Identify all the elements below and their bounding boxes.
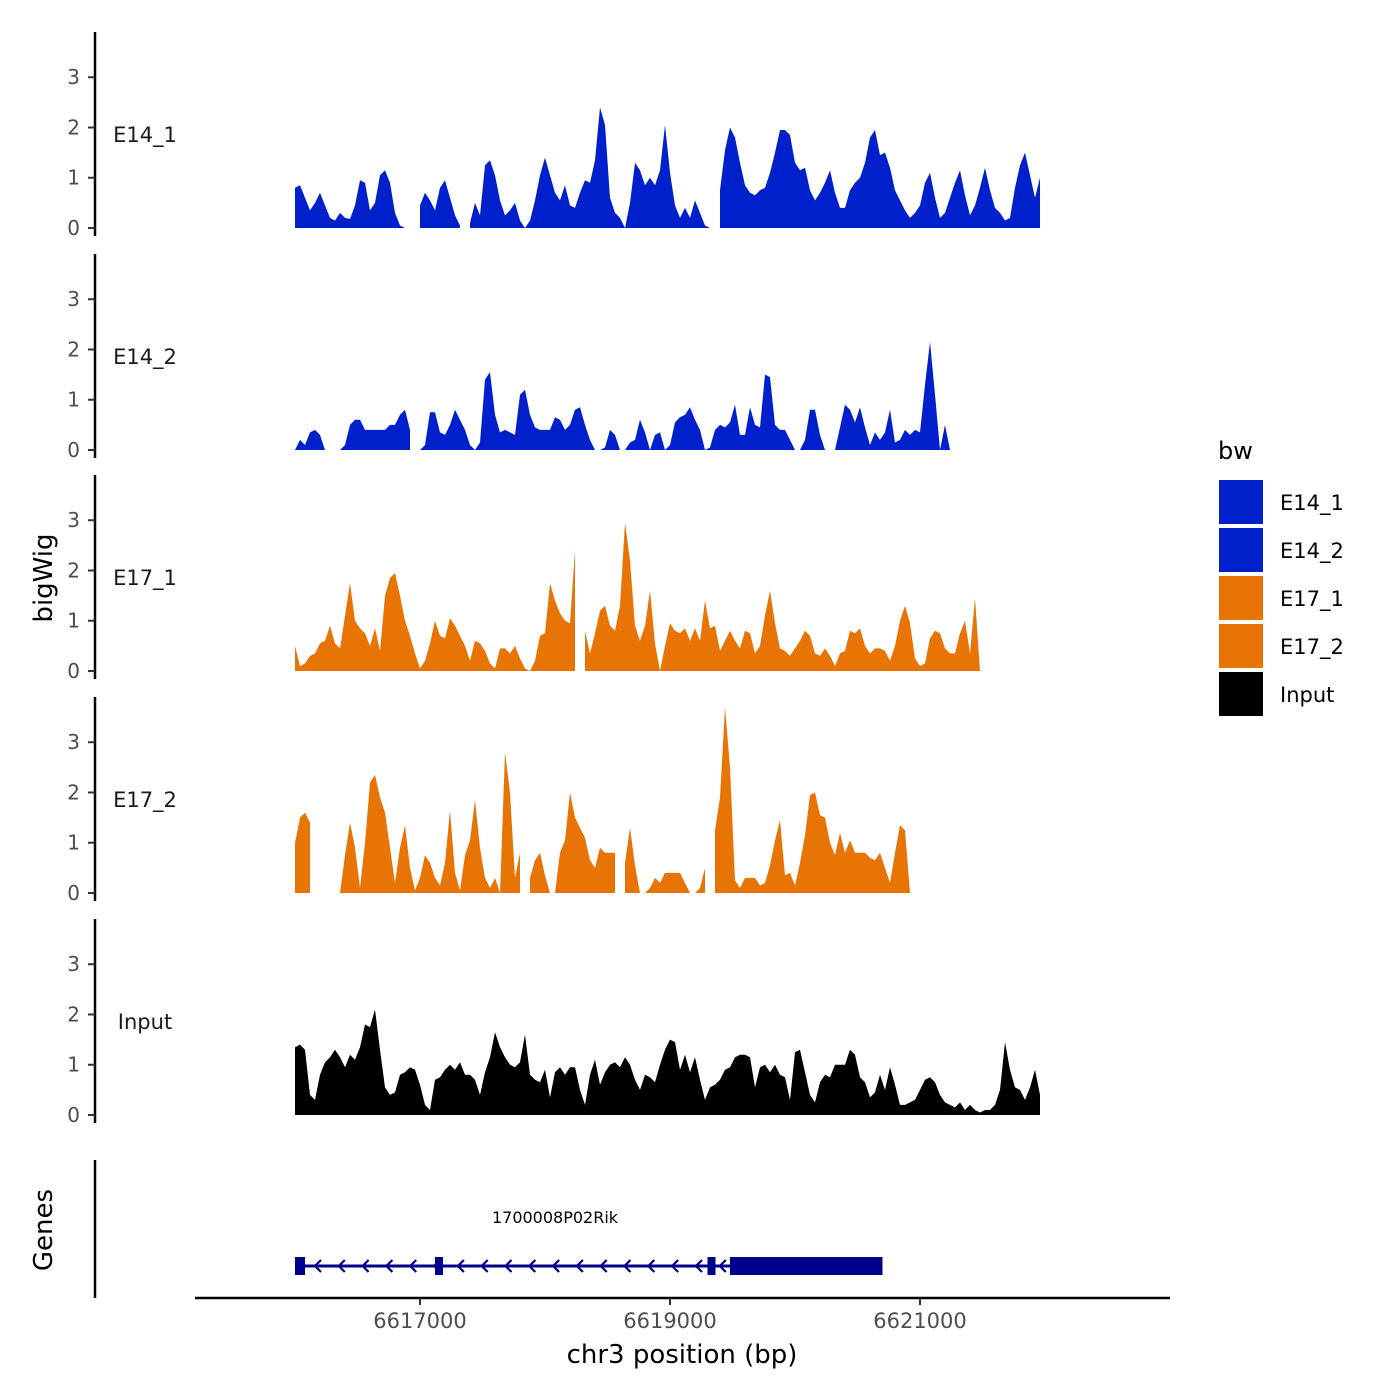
strand-arrow bbox=[646, 1259, 656, 1273]
track-label: E14_1 bbox=[113, 123, 177, 148]
track-label: E17_2 bbox=[113, 788, 177, 813]
y-tick-label: 2 bbox=[67, 780, 80, 804]
track-label: Input bbox=[118, 1010, 172, 1034]
y-tick-label: 1 bbox=[67, 388, 80, 412]
y-tick-label: 0 bbox=[67, 438, 80, 462]
gene-name-label: 1700008P02Rik bbox=[492, 1208, 619, 1227]
signal-area bbox=[295, 550, 575, 671]
y-tick-label: 0 bbox=[67, 881, 80, 905]
signal-area bbox=[470, 107, 710, 228]
legend-swatch bbox=[1219, 480, 1263, 524]
legend-label: E17_1 bbox=[1280, 587, 1344, 612]
strand-arrow bbox=[361, 1259, 370, 1273]
y-tick-label: 3 bbox=[67, 508, 80, 532]
y-tick-label: 0 bbox=[67, 216, 80, 240]
x-tick-label: 6621000 bbox=[873, 1309, 967, 1333]
y-tick-label: 0 bbox=[67, 1103, 80, 1127]
legend-swatch bbox=[1219, 624, 1263, 668]
signal-area bbox=[295, 170, 410, 228]
x-axis-title: chr3 position (bp) bbox=[567, 1340, 798, 1370]
gene-exon bbox=[295, 1257, 305, 1275]
legend-label: E17_2 bbox=[1280, 635, 1344, 660]
signal-area bbox=[715, 707, 1040, 893]
legend-label: Input bbox=[1280, 683, 1334, 707]
strand-arrow bbox=[456, 1259, 465, 1273]
y-tick-label: 1 bbox=[67, 1053, 80, 1077]
track-Input: 0 1 2 3 Input bbox=[67, 919, 1040, 1127]
y-tick-label: 2 bbox=[67, 115, 80, 139]
x-tick-label: 6617000 bbox=[373, 1309, 467, 1333]
y-tick-label: 1 bbox=[67, 609, 80, 633]
strand-arrow bbox=[408, 1259, 417, 1273]
x-axis: 6617000 6619000 6621000 chr3 position (bp) bbox=[195, 1296, 1170, 1370]
y-tick-label: 3 bbox=[67, 952, 80, 976]
y-tick-label: 2 bbox=[67, 558, 80, 582]
strand-arrow bbox=[575, 1259, 584, 1273]
signal-area bbox=[625, 827, 705, 893]
track-E14_1: 0 1 2 3 E14_1 bbox=[67, 32, 1040, 240]
signal-area bbox=[530, 792, 615, 893]
legend-entries: E14_1 E14_2 E17_1 E17_2 Input bbox=[1219, 480, 1344, 716]
strand-arrow bbox=[551, 1259, 560, 1273]
signal-area bbox=[720, 127, 1040, 228]
legend-label: E14_2 bbox=[1280, 539, 1344, 564]
signal-area bbox=[585, 522, 1040, 671]
signal-area bbox=[420, 180, 460, 228]
strand-arrow bbox=[384, 1259, 394, 1273]
strand-arrow bbox=[694, 1259, 703, 1273]
x-ticks: 6617000 6619000 6621000 bbox=[373, 1298, 967, 1333]
strand-arrow bbox=[480, 1259, 489, 1273]
signal-area bbox=[420, 341, 1040, 450]
gene-exon bbox=[730, 1257, 883, 1275]
y-tick-label: 2 bbox=[67, 337, 80, 361]
tracks-group: 0 1 2 3 E14_1 0 1 2 3 E14_2 0 1 2 3 E17_1 0 1 2 3 E17_2 0 1 2 3… bbox=[67, 32, 1040, 1127]
track-E17_1: 0 1 2 3 E17_1 bbox=[67, 475, 1040, 683]
signal-area bbox=[340, 409, 410, 450]
signal-area bbox=[340, 752, 520, 893]
track-E17_2: 0 1 2 3 E17_2 bbox=[67, 697, 1040, 905]
strand-arrow bbox=[527, 1259, 537, 1273]
gene-exon bbox=[707, 1257, 716, 1275]
y-axis-title: bigWig bbox=[29, 533, 59, 622]
track-label: E14_2 bbox=[113, 345, 177, 370]
legend-label: E14_1 bbox=[1280, 491, 1344, 516]
gene-exon bbox=[435, 1257, 443, 1275]
genes-panel: Genes 1700008P02Rik bbox=[29, 1160, 883, 1298]
signal-area bbox=[295, 429, 325, 450]
gene-model bbox=[295, 1257, 883, 1275]
y-tick-label: 2 bbox=[67, 1002, 80, 1026]
legend-title: bw bbox=[1218, 437, 1253, 465]
strand-arrow bbox=[599, 1259, 608, 1273]
signal-area bbox=[295, 812, 310, 893]
track-E14_2: 0 1 2 3 E14_2 bbox=[67, 254, 1040, 462]
strand-arrow bbox=[718, 1259, 727, 1273]
strand-arrow bbox=[337, 1259, 346, 1273]
y-tick-label: 3 bbox=[67, 65, 80, 89]
strand-arrow bbox=[313, 1259, 322, 1273]
legend-swatch bbox=[1219, 576, 1263, 620]
x-tick-label: 6619000 bbox=[623, 1309, 717, 1333]
legend-swatch bbox=[1219, 528, 1263, 572]
y-tick-label: 3 bbox=[67, 287, 80, 311]
strand-arrow bbox=[670, 1259, 679, 1273]
legend: bw E14_1 E14_2 E17_1 E17_2 Input bbox=[1218, 437, 1344, 716]
strand-arrow bbox=[622, 1259, 632, 1273]
strand-arrow bbox=[503, 1259, 513, 1273]
y-tick-label: 1 bbox=[67, 166, 80, 190]
y-tick-label: 1 bbox=[67, 831, 80, 855]
genes-axis-title: Genes bbox=[29, 1189, 59, 1271]
signal-area bbox=[295, 1009, 1040, 1115]
y-tick-label: 0 bbox=[67, 659, 80, 683]
y-tick-label: 3 bbox=[67, 730, 80, 754]
legend-swatch bbox=[1219, 672, 1263, 716]
track-label: E17_1 bbox=[113, 566, 177, 591]
